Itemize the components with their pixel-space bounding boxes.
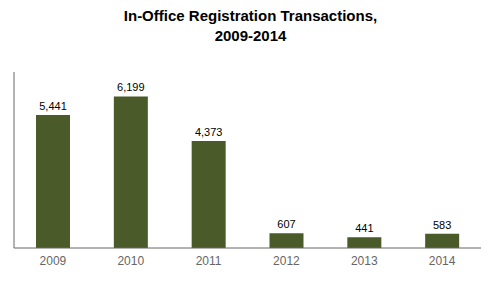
html-text:2009-2014: 2009-2014 [214, 27, 287, 44]
svg-text:4,373: 4,373 [195, 126, 223, 138]
svg-text:583: 583 [433, 219, 451, 231]
svg-text:5,441: 5,441 [39, 100, 67, 112]
svg-text:2012: 2012 [273, 254, 300, 268]
svg-text:2013: 2013 [351, 254, 378, 268]
svg-text:607: 607 [277, 218, 295, 230]
svg-text:2011: 2011 [196, 254, 222, 268]
svg-text:6,199: 6,199 [117, 81, 145, 93]
html-text:In-Office Registration Transac: In-Office Registration Transactions, [123, 7, 378, 24]
svg-text:2010: 2010 [117, 254, 144, 268]
svg-text:2014: 2014 [429, 254, 456, 268]
svg-text:441: 441 [355, 222, 373, 234]
svg-text:2009: 2009 [40, 254, 67, 268]
